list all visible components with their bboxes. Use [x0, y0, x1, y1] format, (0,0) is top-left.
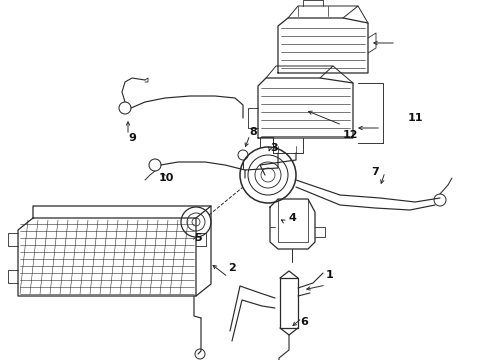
- Text: 2: 2: [228, 263, 236, 273]
- Text: 11: 11: [407, 113, 423, 123]
- Text: 5: 5: [194, 233, 202, 243]
- Text: 1: 1: [326, 270, 334, 280]
- Text: 10: 10: [158, 173, 173, 183]
- Text: 7: 7: [371, 167, 379, 177]
- Text: 9: 9: [128, 133, 136, 143]
- Text: 6: 6: [300, 317, 308, 327]
- Text: 4: 4: [288, 213, 296, 223]
- Text: 12: 12: [342, 130, 358, 140]
- Text: 8: 8: [249, 127, 257, 137]
- Text: 3: 3: [270, 143, 278, 153]
